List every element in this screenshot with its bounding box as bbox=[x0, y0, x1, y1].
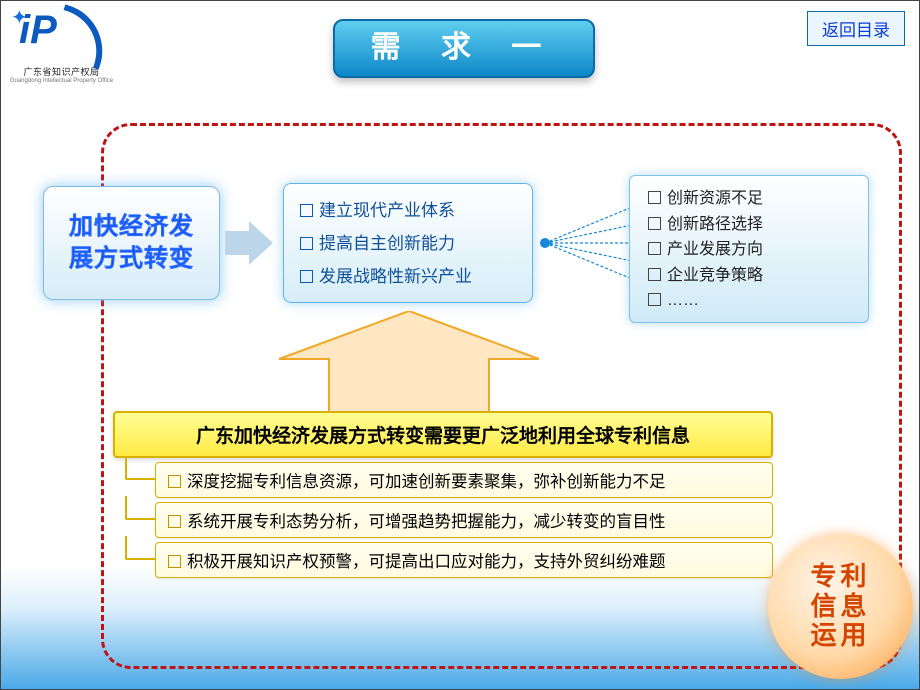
strategies-box: 建立现代产业体系 提高自主创新能力 发展战略性新兴产业 bbox=[283, 183, 533, 303]
issue-item: 创新资源不足 bbox=[648, 186, 850, 212]
topic-circle-text: 专利 信息 运用 bbox=[810, 562, 870, 652]
conclusion-section: 广东加快经济发展方式转变需要更广泛地利用全球专利信息 深度挖掘专利信息资源，可加… bbox=[113, 411, 773, 578]
issues-box: 创新资源不足 创新路径选择 产业发展方向 企业竞争策略 …… bbox=[629, 175, 869, 323]
issue-item: 企业竞争策略 bbox=[648, 263, 850, 289]
theme-box: 加快经济发 展方式转变 bbox=[43, 186, 220, 300]
logo: ✦ iP 广东省知识产权局 Guangdong Intellectual Pro… bbox=[9, 5, 114, 84]
issue-item: 产业发展方向 bbox=[648, 237, 850, 263]
page-title: 需 求 一 bbox=[333, 19, 595, 78]
issue-item: 创新路径选择 bbox=[648, 212, 850, 238]
conclusion-row: 积极开展知识产权预警，可提高出口应对能力，支持外贸纠纷难题 bbox=[113, 542, 773, 578]
strategy-item: 提高自主创新能力 bbox=[300, 227, 516, 260]
slide: ✦ iP 广东省知识产权局 Guangdong Intellectual Pro… bbox=[0, 0, 920, 690]
strategy-item: 发展战略性新兴产业 bbox=[300, 260, 516, 293]
arrow-up-icon bbox=[219, 311, 599, 421]
topic-circle: 专利 信息 运用 bbox=[768, 534, 913, 679]
issue-item: …… bbox=[648, 288, 850, 314]
conclusion-banner: 广东加快经济发展方式转变需要更广泛地利用全球专利信息 bbox=[113, 411, 773, 458]
conclusion-row: 系统开展专利态势分析，可增强趋势把握能力，减少转变的盲目性 bbox=[113, 502, 773, 538]
logo-subtext: Guangdong Intellectual Property Office bbox=[9, 78, 114, 84]
fan-lines-icon bbox=[537, 201, 637, 286]
strategy-item: 建立现代产业体系 bbox=[300, 194, 516, 227]
theme-text: 加快经济发 展方式转变 bbox=[69, 211, 194, 276]
conclusion-row: 深度挖掘专利信息资源，可加速创新要素聚集，弥补创新能力不足 bbox=[113, 462, 773, 498]
arrow-right-icon bbox=[225, 219, 273, 267]
back-button[interactable]: 返回目录 bbox=[807, 11, 905, 46]
conclusion-list: 深度挖掘专利信息资源，可加速创新要素聚集，弥补创新能力不足 系统开展专利态势分析… bbox=[113, 462, 773, 578]
